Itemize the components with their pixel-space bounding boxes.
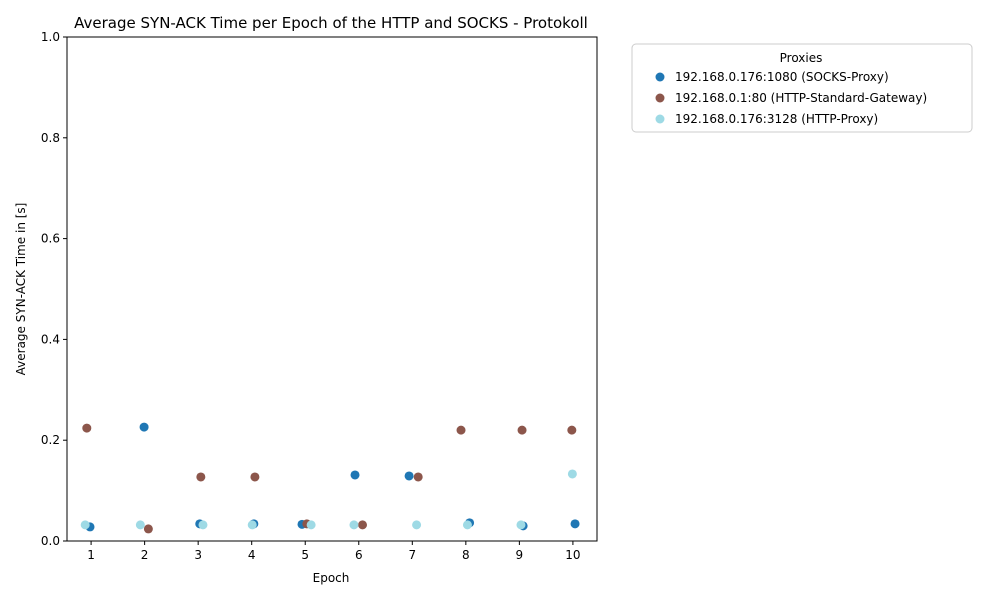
- legend-label: 192.168.0.176:1080 (SOCKS-Proxy): [675, 70, 889, 84]
- plot-area: [66, 36, 598, 542]
- data-point: [198, 520, 208, 530]
- data-point: [247, 520, 257, 530]
- plot-frame: [66, 36, 598, 542]
- data-point: [250, 472, 260, 482]
- y-axis: 0.0 0.2 0.4 0.6 0.8 1.0: [41, 30, 67, 548]
- data-point: [135, 520, 145, 530]
- legend-marker: [655, 72, 665, 82]
- legend: Proxies 192.168.0.176:1080 (SOCKS-Proxy)…: [631, 43, 973, 133]
- x-tick-label: 4: [248, 548, 256, 562]
- data-point: [567, 469, 577, 479]
- data-point: [139, 422, 149, 432]
- data-point: [143, 524, 153, 534]
- x-tick-label: 7: [408, 548, 416, 562]
- data-point: [567, 425, 577, 435]
- legend-title: Proxies: [780, 51, 823, 65]
- data-point: [404, 471, 414, 481]
- data-point: [462, 520, 472, 530]
- y-axis-label: Average SYN-ACK Time in [s]: [14, 203, 28, 376]
- legend-marker: [655, 93, 665, 103]
- y-tick-label: 0.6: [41, 232, 60, 246]
- data-point: [350, 470, 360, 480]
- legend-label: 192.168.0.176:3128 (HTTP-Proxy): [675, 112, 878, 126]
- legend-label: 192.168.0.1:80 (HTTP-Standard-Gateway): [675, 91, 927, 105]
- x-tick-label: 6: [355, 548, 363, 562]
- x-tick-label: 10: [565, 548, 580, 562]
- x-axis: 1 2 3 4 5 6 7 8 9 10: [87, 541, 581, 562]
- data-point: [516, 520, 526, 530]
- data-point: [306, 520, 316, 530]
- x-tick-label: 5: [301, 548, 309, 562]
- data-point: [80, 520, 90, 530]
- data-point: [358, 520, 368, 530]
- y-tick-label: 0.2: [41, 433, 60, 447]
- data-point: [82, 423, 92, 433]
- data-point: [456, 425, 466, 435]
- data-point: [196, 472, 206, 482]
- data-point: [517, 425, 527, 435]
- x-tick-label: 2: [141, 548, 149, 562]
- data-point: [412, 520, 422, 530]
- y-tick-label: 0.0: [41, 534, 60, 548]
- x-tick-label: 8: [462, 548, 470, 562]
- data-point: [570, 519, 580, 529]
- legend-marker: [655, 114, 665, 124]
- legend-box: [631, 43, 973, 133]
- x-tick-label: 9: [516, 548, 524, 562]
- data-point: [413, 472, 423, 482]
- x-tick-label: 1: [87, 548, 95, 562]
- x-axis-label: Epoch: [313, 571, 350, 585]
- y-tick-label: 0.4: [41, 332, 60, 346]
- y-tick-label: 1.0: [41, 30, 60, 44]
- data-point: [349, 520, 359, 530]
- x-tick-label: 3: [194, 548, 202, 562]
- y-tick-label: 0.8: [41, 131, 60, 145]
- data-points: [80, 422, 580, 534]
- legend-items: 192.168.0.176:1080 (SOCKS-Proxy) 192.168.…: [655, 70, 927, 126]
- chart-title: Average SYN-ACK Time per Epoch of the HT…: [74, 14, 588, 32]
